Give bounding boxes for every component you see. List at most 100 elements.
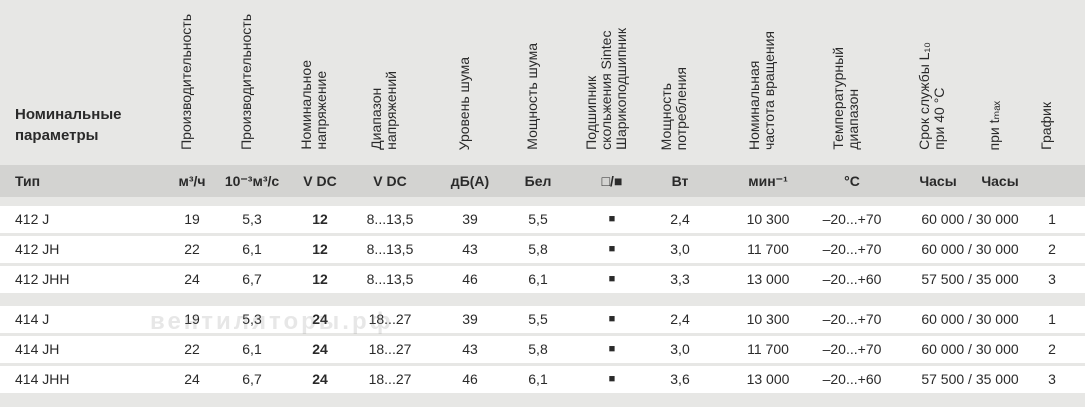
cell: 12 bbox=[312, 271, 328, 287]
column-header: Производительность bbox=[177, 14, 194, 150]
cell: 46 bbox=[462, 271, 478, 287]
cell: 412 JH bbox=[15, 241, 60, 257]
unit: Вт bbox=[671, 173, 689, 189]
title-line: Номинальные bbox=[15, 106, 122, 123]
cell: 8...13,5 bbox=[366, 241, 414, 257]
cell: ■ bbox=[608, 313, 616, 325]
cell: ■ bbox=[608, 373, 616, 385]
cell: 5,8 bbox=[528, 241, 548, 257]
unit: Часы bbox=[919, 173, 957, 189]
column-header: при tₘₐₓ bbox=[986, 101, 1002, 151]
cell: –20...+70 bbox=[822, 341, 882, 357]
cell: –20...+70 bbox=[822, 311, 882, 327]
unit: м³/ч bbox=[178, 173, 206, 189]
header-line: при 40 °C bbox=[931, 87, 947, 150]
cell: 57 500 / 35 000 bbox=[921, 371, 1019, 387]
header-line: потребления bbox=[673, 66, 689, 150]
header-line: диапазон bbox=[845, 89, 861, 150]
cell: 5,3 bbox=[242, 211, 262, 227]
header-line: частота вращения bbox=[761, 30, 777, 150]
type-label: Тип bbox=[15, 173, 41, 189]
cell: 8...13,5 bbox=[366, 271, 414, 287]
column-header: Температурный диапазон bbox=[830, 47, 861, 150]
cell: –20...+60 bbox=[822, 371, 882, 387]
row bbox=[0, 306, 1085, 333]
cell: 22 bbox=[184, 241, 200, 257]
cell: –20...+70 bbox=[822, 211, 882, 227]
cell: 6,7 bbox=[242, 371, 262, 387]
cell: 24 bbox=[184, 271, 200, 287]
cell: 60 000 / 30 000 bbox=[921, 211, 1019, 227]
cell: 2 bbox=[1048, 341, 1056, 357]
column-header: Подшипник скольжения Sintec Шарикоподшипни… bbox=[582, 28, 629, 150]
title: Номинальные параметры bbox=[15, 104, 121, 146]
header-line: напряжений bbox=[383, 71, 399, 150]
cell: 24 bbox=[312, 341, 328, 357]
column-header: Номинальная частота вращения bbox=[746, 30, 777, 150]
cell: 24 bbox=[312, 311, 328, 327]
column-header: Производительность bbox=[237, 14, 254, 150]
cell: 5,3 bbox=[242, 311, 262, 327]
cell: 13 000 bbox=[746, 371, 790, 387]
header-line: Производительность bbox=[237, 14, 254, 150]
row bbox=[0, 206, 1085, 233]
header-line: скольжения Sintec bbox=[597, 30, 614, 150]
cell: 43 bbox=[462, 241, 478, 257]
row bbox=[0, 366, 1085, 393]
cell: 60 000 / 30 000 bbox=[921, 341, 1019, 357]
column-header: Мощность шума bbox=[524, 43, 540, 150]
cell: 19 bbox=[184, 211, 200, 227]
header-line: Номинальная bbox=[746, 60, 762, 150]
cell: 12 bbox=[312, 211, 328, 227]
header-line: Производительность bbox=[177, 14, 194, 150]
cell: 2,4 bbox=[670, 211, 690, 227]
cell: –20...+70 bbox=[822, 241, 882, 257]
cell: 10 300 bbox=[746, 211, 790, 227]
cell: 6,7 bbox=[242, 271, 262, 287]
cell: 3,3 bbox=[670, 271, 690, 287]
cell: ■ bbox=[608, 273, 616, 285]
header-line: Уровень шума bbox=[455, 56, 472, 150]
cell: 18...27 bbox=[368, 341, 412, 357]
cell: 2,4 bbox=[670, 311, 690, 327]
column-header: Мощность потребления bbox=[658, 66, 689, 150]
cell: 11 700 bbox=[747, 241, 789, 257]
cell: 60 000 / 30 000 bbox=[921, 311, 1019, 327]
cell: ■ bbox=[608, 243, 616, 255]
cell: 6,1 bbox=[528, 371, 548, 387]
cell: 3 bbox=[1048, 271, 1056, 287]
cell: 3,0 bbox=[670, 241, 690, 257]
cell: 414 JHH bbox=[15, 371, 70, 387]
cell: 11 700 bbox=[747, 341, 789, 357]
unit: Часы bbox=[981, 173, 1019, 189]
header-line: Диапазон bbox=[368, 87, 384, 150]
cell: 18...27 bbox=[368, 371, 412, 387]
cell: 1 bbox=[1048, 211, 1056, 227]
cell: 6,1 bbox=[528, 271, 548, 287]
cell: 18...27 bbox=[368, 311, 412, 327]
cell: 19 bbox=[184, 311, 200, 327]
header-line: Мощность bbox=[658, 82, 674, 150]
cell: 3 bbox=[1048, 371, 1056, 387]
cell: 412 JHH bbox=[15, 271, 70, 287]
cell: 412 J bbox=[15, 211, 50, 227]
cell: 24 bbox=[312, 371, 328, 387]
cell: 24 bbox=[184, 371, 200, 387]
cell: 10 300 bbox=[746, 311, 790, 327]
cell: 57 500 / 35 000 bbox=[921, 271, 1019, 287]
cell: 2 bbox=[1048, 241, 1056, 257]
cell: 43 bbox=[462, 341, 478, 357]
cell: –20...+60 bbox=[822, 271, 882, 287]
cell: 5,5 bbox=[528, 211, 548, 227]
cell: 414 J bbox=[15, 311, 50, 327]
cell: 3,0 bbox=[670, 341, 690, 357]
cell: 5,8 bbox=[528, 341, 548, 357]
column-header: График bbox=[1038, 102, 1054, 150]
header-line: Подшипник bbox=[582, 75, 599, 150]
cell: ■ bbox=[608, 213, 616, 225]
cell: 1 bbox=[1048, 311, 1056, 327]
title-line: параметры bbox=[15, 127, 99, 144]
cell: 39 bbox=[462, 311, 478, 327]
cell: 6,1 bbox=[242, 341, 262, 357]
